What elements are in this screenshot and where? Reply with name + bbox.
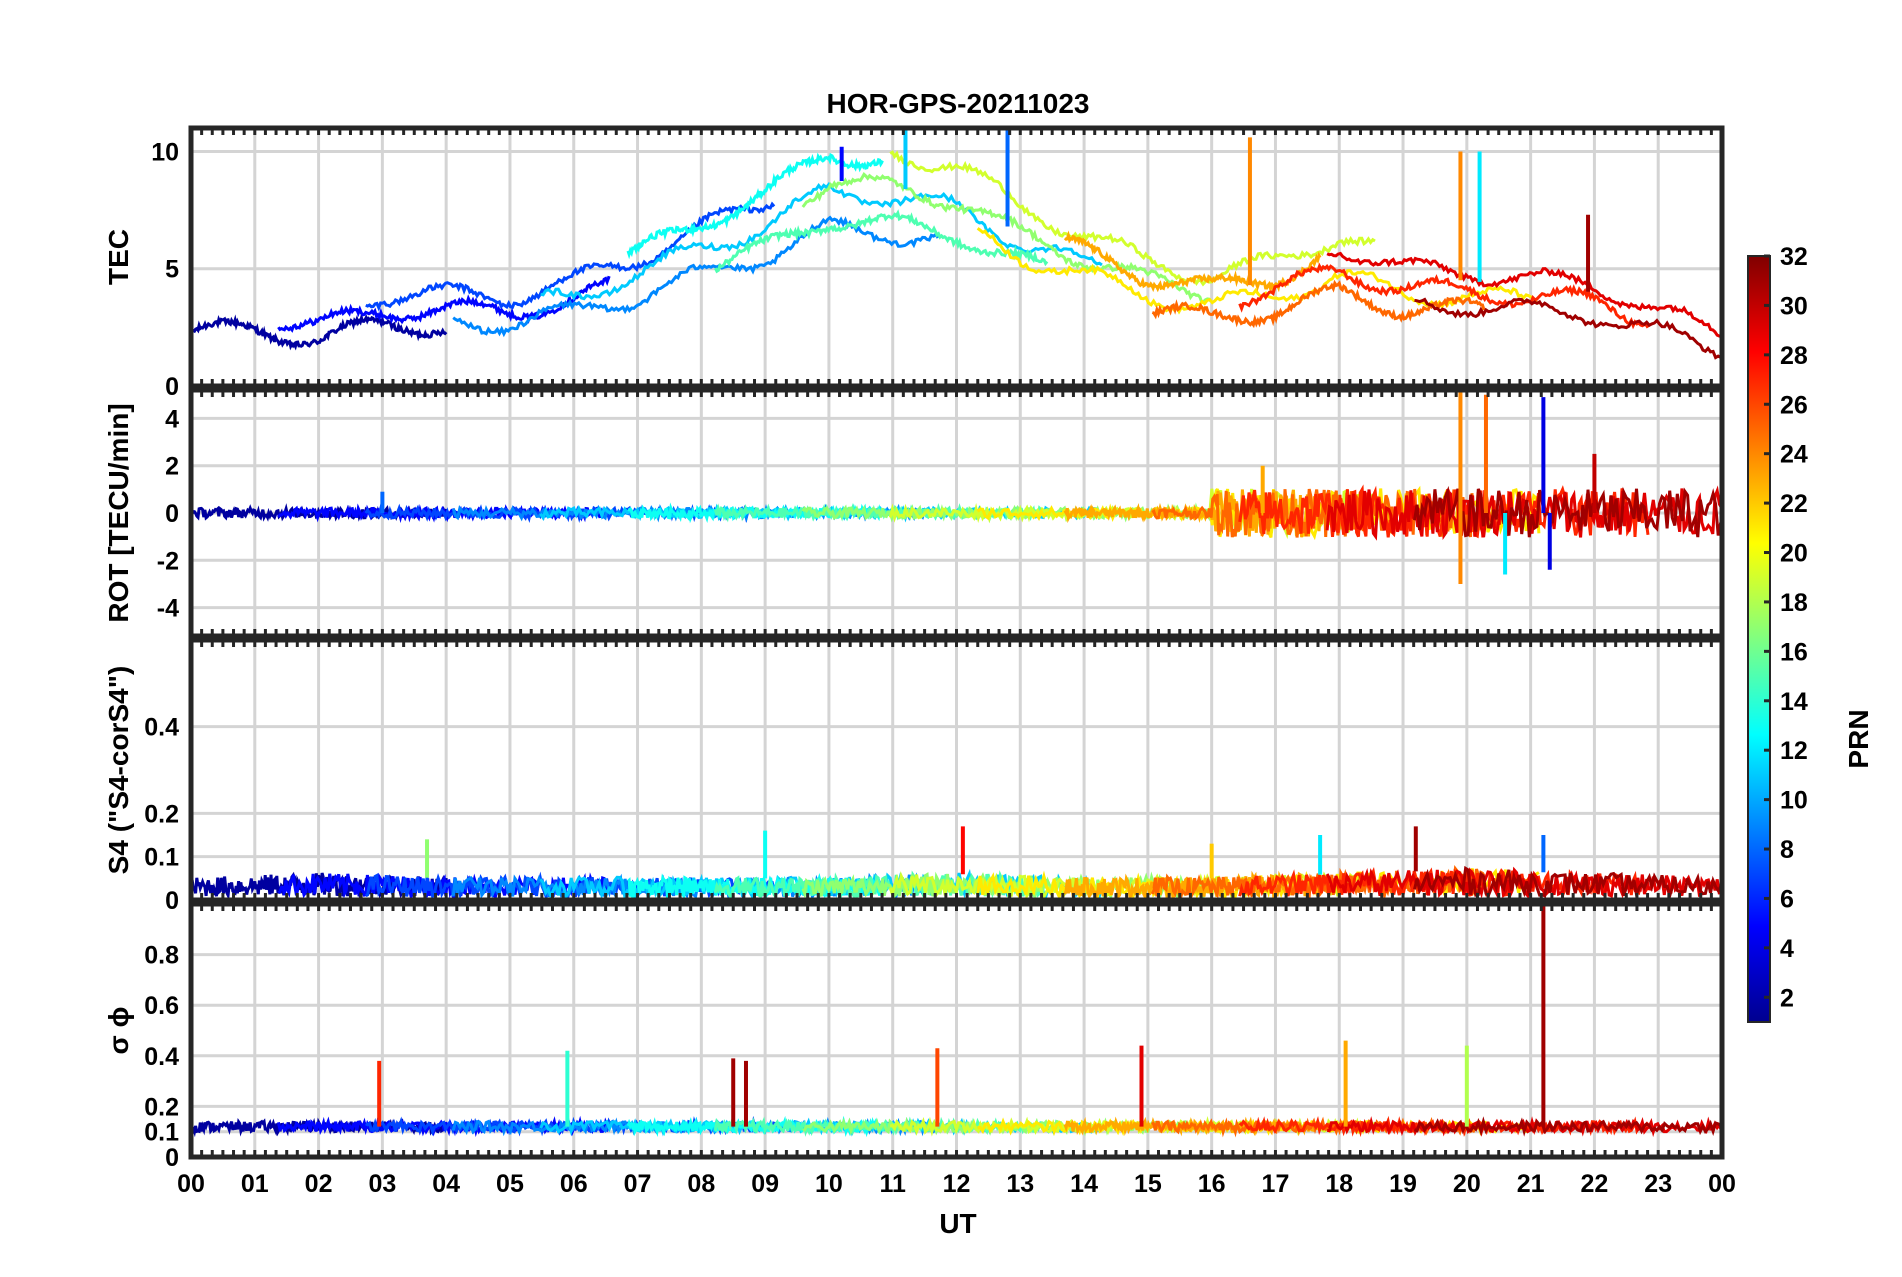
x-tick-label: 13 (1006, 1170, 1034, 1198)
x-tick-label: 17 (1262, 1170, 1290, 1198)
y-tick-label: -4 (157, 595, 179, 623)
series-trace-prn-29 (1325, 485, 1722, 541)
series-trace-prn-2 (191, 313, 448, 351)
y-tick-label: -2 (157, 547, 179, 575)
x-tick-label: 02 (305, 1170, 333, 1198)
traces (191, 390, 1722, 584)
x-tick-label: 09 (751, 1170, 779, 1198)
colorbar-tick-label: 32 (1780, 243, 1808, 271)
y-tick-label: 0.4 (144, 714, 179, 742)
y-tick-label: 0.2 (144, 1093, 179, 1121)
traces (191, 128, 1722, 360)
panel-rot: -4 -2 0 2 4 ROT [TECU/min] (103, 387, 1725, 639)
y-tick-label: 0 (165, 500, 179, 528)
x-tick-label: 10 (815, 1170, 843, 1198)
y-axis-label: S4 ("S4-corS4") (103, 666, 134, 875)
x-tick-label: 03 (368, 1170, 396, 1198)
x-tick-label: 19 (1389, 1170, 1417, 1198)
y-tick-label: 0.1 (144, 844, 179, 872)
y-axis-label: ROT [TECU/min] (103, 403, 134, 622)
colorbar-tick-label: 18 (1780, 589, 1808, 617)
x-tick-label: 11 (879, 1170, 906, 1198)
x-tick-label: 07 (624, 1170, 652, 1198)
y-tick-label: 0.6 (144, 992, 179, 1020)
series-trace-prn-11 (540, 182, 1103, 301)
y-tick-label: 4 (165, 405, 179, 433)
panel-sigma-phi: 00.10.2 0.4 0.6 0.8 σ ϕ (103, 901, 1725, 1172)
y-tick-label: 0.4 (144, 1043, 179, 1071)
y-tick-label: 0 (165, 887, 179, 915)
x-axis-label: UT (939, 1208, 976, 1239)
series-trace-prn-15 (714, 209, 1049, 274)
panel-s4: 0 0.1 0.2 0.4 S4 ("S4-corS4") (103, 637, 1725, 915)
colorbar-tick-label: 30 (1780, 292, 1808, 320)
colorbar-tick-label: 28 (1780, 342, 1808, 370)
x-tick-label: 20 (1453, 1170, 1481, 1198)
x-tick-label: 01 (241, 1170, 269, 1198)
y-tick-label: 10 (151, 138, 179, 166)
colorbar-tick-label: 22 (1780, 490, 1808, 518)
panel-tec: 0 5 10 TEC (103, 125, 1725, 401)
colorbar-label: PRN (1843, 709, 1874, 768)
traces (191, 826, 1722, 900)
series-trace-prn-23 (1063, 230, 1322, 294)
series-trace-prn-5 (277, 275, 611, 333)
y-tick-label: 5 (165, 256, 179, 284)
y-tick-label: 0 (165, 373, 179, 401)
series-trace-prn-13 (626, 152, 884, 260)
y-tick-label: 0.2 (144, 800, 179, 828)
traces (191, 904, 1722, 1138)
x-tick-label: 05 (496, 1170, 524, 1198)
series-trace-prn-27 (1238, 866, 1650, 900)
x-tick-label: 12 (943, 1170, 971, 1198)
y-tick-label: 0.8 (144, 942, 179, 970)
colorbar-tick-label: 4 (1780, 935, 1794, 963)
x-tick-label: 00 (1708, 1170, 1736, 1198)
colorbar-tick-label: 16 (1780, 638, 1808, 666)
series-trace-prn-27 (1238, 262, 1650, 330)
colorbar-tick-label: 20 (1780, 540, 1808, 568)
series-trace-prn-19 (889, 150, 1376, 287)
colorbar-tick-label: 2 (1780, 984, 1794, 1012)
y-axis-label: TEC (103, 229, 134, 285)
colorbar-tick-label: 26 (1780, 391, 1808, 419)
series-trace-prn-25 (1151, 279, 1486, 329)
x-tick-label: 14 (1070, 1170, 1098, 1198)
series-trace-prn-31 (1414, 297, 1722, 360)
x-tick-label: 00 (177, 1170, 205, 1198)
colorbar-tick-label: 8 (1780, 836, 1794, 864)
x-tick-label: 23 (1644, 1170, 1672, 1198)
chart-title: HOR-GPS-20211023 (826, 88, 1089, 119)
colorbar-tick-label: 24 (1780, 441, 1808, 469)
y-tick-label: 0 (165, 1144, 179, 1172)
colorbar-tick-label: 10 (1780, 787, 1808, 815)
x-tick-label: 08 (687, 1170, 715, 1198)
x-tick-label: 21 (1517, 1170, 1545, 1198)
colorbar-tick-label: 6 (1780, 885, 1794, 913)
series-trace-prn-7 (365, 201, 776, 312)
colorbar-gradient (1747, 255, 1771, 1023)
series-trace-prn-31 (1413, 485, 1722, 538)
y-tick-label: 2 (165, 453, 179, 481)
x-tick-label: 06 (560, 1170, 588, 1198)
colorbar-tick-label: 14 (1780, 688, 1808, 716)
y-axis-label: σ ϕ (103, 1007, 134, 1055)
x-tick-label: 22 (1581, 1170, 1609, 1198)
series-trace-prn-9 (452, 215, 940, 338)
series-trace-prn-29 (1326, 251, 1722, 339)
colorbar-tick-label: 12 (1780, 737, 1808, 765)
x-tick-label: 16 (1198, 1170, 1226, 1198)
series-trace-prn-5 (276, 1115, 611, 1138)
x-tick-label: 15 (1134, 1170, 1162, 1198)
x-tick-label: 18 (1325, 1170, 1353, 1198)
y-tick-label: 0.1 (144, 1119, 179, 1147)
x-tick-label: 04 (432, 1170, 460, 1198)
